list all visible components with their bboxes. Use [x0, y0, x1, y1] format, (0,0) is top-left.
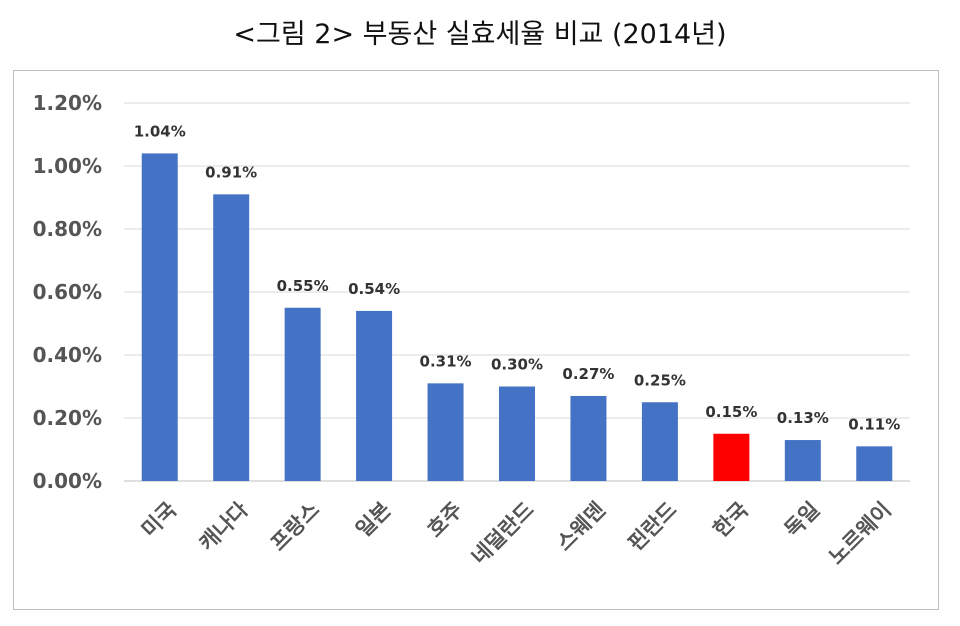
data-label: 0.54% — [348, 280, 400, 298]
data-label: 0.13% — [777, 409, 829, 427]
data-label: 0.15% — [705, 403, 757, 421]
bar — [499, 386, 535, 481]
chart-title: <그림 2> 부동산 실효세율 비교 (2014년) — [233, 19, 727, 50]
category-label: 독일 — [780, 498, 824, 542]
data-label: 0.11% — [848, 415, 900, 433]
data-label: 0.27% — [562, 365, 614, 383]
y-tick-label: 0.60% — [33, 280, 102, 304]
data-label: 0.91% — [205, 163, 257, 181]
category-label: 노르웨이 — [824, 498, 896, 570]
bar — [427, 383, 464, 481]
data-label: 0.55% — [277, 277, 329, 295]
data-label: 0.31% — [420, 352, 472, 370]
bar — [356, 310, 393, 481]
category-label: 한국 — [709, 498, 753, 542]
bar — [641, 402, 678, 481]
bar — [141, 153, 178, 481]
category-label: 네덜란드 — [467, 498, 539, 570]
chart-frame — [13, 70, 939, 610]
y-tick-label: 0.20% — [33, 406, 102, 430]
y-tick-label: 1.20% — [33, 91, 102, 115]
bar — [284, 307, 321, 481]
data-label: 1.04% — [134, 122, 186, 140]
bar — [856, 446, 893, 481]
y-tick-label: 1.00% — [33, 154, 102, 178]
category-label: 프랑스 — [266, 498, 324, 556]
category-label: 일본 — [351, 498, 395, 542]
bar — [784, 440, 821, 481]
bar — [713, 433, 750, 481]
category-label: 핀란드 — [623, 498, 681, 556]
bar — [570, 395, 607, 481]
category-label: 스웨덴 — [552, 498, 610, 556]
y-tick-label: 0.80% — [33, 217, 102, 241]
y-tick-label: 0.40% — [33, 343, 102, 367]
y-tick-label: 0.00% — [33, 469, 102, 493]
bar — [213, 194, 250, 481]
category-label: 호주 — [423, 498, 467, 542]
category-label: 미국 — [137, 498, 181, 542]
category-label: 캐나다 — [195, 497, 253, 555]
data-label: 0.25% — [634, 371, 686, 389]
data-label: 0.30% — [491, 356, 543, 374]
